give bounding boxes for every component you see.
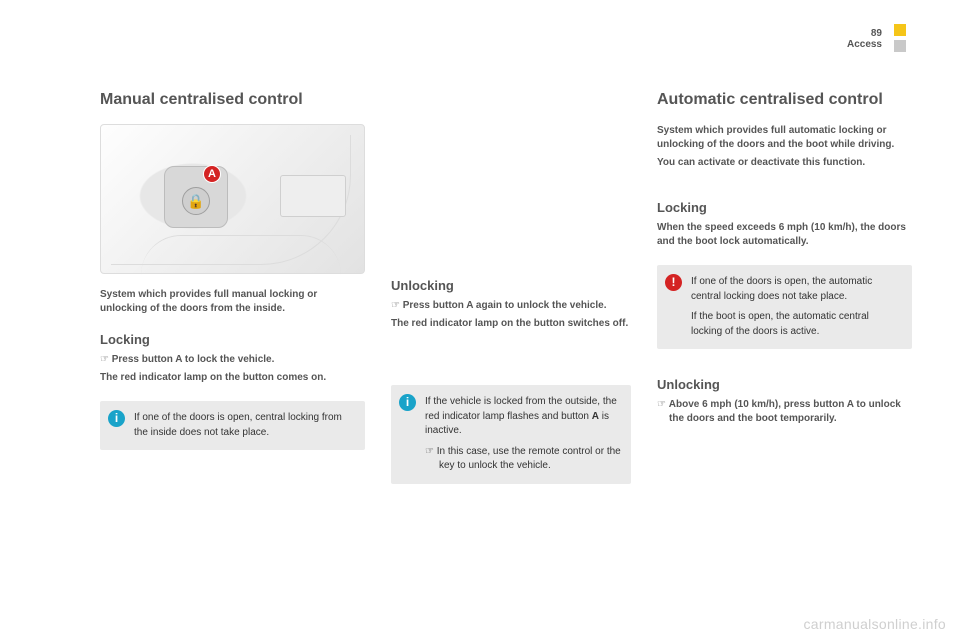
illustration-lock-button: 🔒 A [100, 124, 365, 274]
info-box-manual: i If one of the doors is open, central l… [100, 401, 365, 450]
heading-manual-unlocking: Unlocking [391, 278, 631, 293]
col-mid: Unlocking Press button A again to unlock… [391, 90, 631, 484]
heading-automatic: Automatic centralised control [657, 90, 912, 110]
page-header: 89 Access [847, 28, 882, 50]
corner-square-grey [894, 40, 906, 52]
warn-auto-p2: If the boot is open, the automatic centr… [691, 310, 902, 339]
heading-auto-unlocking: Unlocking [657, 377, 912, 392]
section-name: Access [847, 39, 882, 50]
heading-manual-locking: Locking [100, 332, 365, 347]
page-number: 89 [847, 28, 882, 39]
info-outside-part1: If the vehicle is locked from the outsid… [425, 396, 617, 422]
heading-auto-locking: Locking [657, 200, 912, 215]
info-icon: i [108, 410, 125, 427]
manual-unlocking-action: Press button A again to unlock the vehic… [403, 299, 631, 313]
warning-icon: ! [665, 274, 682, 291]
mid-spacer [391, 90, 631, 278]
manual-unlocking-after: The red indicator lamp on the button swi… [391, 317, 631, 331]
info-manual-text: If one of the doors is open, central loc… [134, 412, 342, 438]
manual-locking-after: The red indicator lamp on the button com… [100, 371, 365, 385]
info-box-outside-lock: i If the vehicle is locked from the outs… [391, 385, 631, 484]
page: 89 Access Manual centralised control 🔒 A… [0, 0, 960, 640]
info-outside-bold: A [592, 411, 599, 422]
corner-squares [894, 24, 906, 56]
corner-square-yellow [894, 24, 906, 36]
manual-intro: System which provides full manual lockin… [100, 288, 365, 316]
col-manual: Manual centralised control 🔒 A System wh… [100, 90, 365, 484]
manual-locking-action: Press button A to lock the vehicle. [112, 353, 365, 367]
heading-manual: Manual centralised control [100, 90, 365, 110]
info-icon: i [399, 394, 416, 411]
callout-marker-a: A [203, 165, 221, 183]
illus-contour-2 [141, 235, 341, 275]
col-automatic: Automatic centralised control System whi… [657, 90, 912, 484]
lock-icon: 🔒 [182, 187, 210, 215]
auto-intro-2: You can activate or deactivate this func… [657, 156, 912, 170]
auto-intro-1: System which provides full automatic loc… [657, 124, 912, 152]
illus-glovebox [280, 175, 346, 217]
info-outside-text: If the vehicle is locked from the outsid… [425, 396, 617, 436]
warn-auto-p1: If one of the doors is open, the automat… [691, 276, 872, 302]
info-outside-sub: In this case, use the remote control or … [439, 445, 621, 474]
content-columns: Manual centralised control 🔒 A System wh… [100, 90, 890, 484]
warn-box-auto: ! If one of the doors is open, the autom… [657, 265, 912, 349]
auto-unlocking-action: Above 6 mph (10 km/h), press button A to… [669, 398, 912, 426]
auto-locking-desc: When the speed exceeds 6 mph (10 km/h), … [657, 221, 912, 249]
watermark: carmanualsonline.info [804, 616, 947, 632]
